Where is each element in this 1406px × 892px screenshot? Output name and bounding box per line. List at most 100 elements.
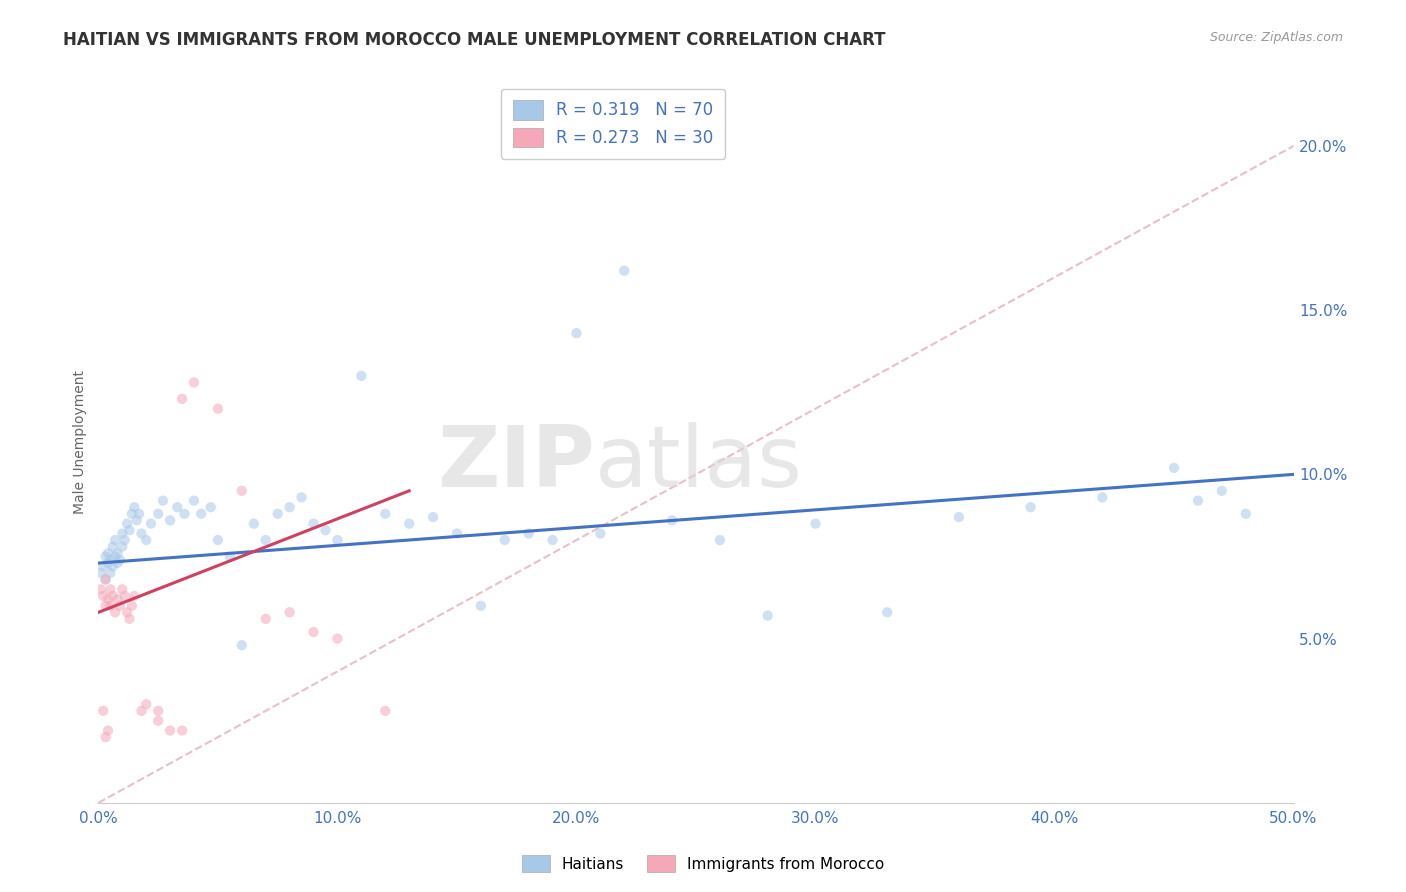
Point	[190, 507, 212, 521]
Point	[374, 704, 396, 718]
Point	[97, 546, 120, 560]
Point	[166, 500, 188, 515]
Point	[135, 698, 157, 712]
Point	[398, 516, 420, 531]
Point	[135, 533, 157, 547]
Point	[589, 526, 612, 541]
Point	[1211, 483, 1233, 498]
Point	[98, 582, 122, 597]
Point	[108, 599, 131, 613]
Point	[94, 730, 117, 744]
Point	[231, 483, 253, 498]
Point	[125, 513, 148, 527]
Point	[374, 507, 396, 521]
Point	[243, 516, 266, 531]
Point	[98, 599, 122, 613]
Point	[173, 507, 195, 521]
Point	[326, 533, 349, 547]
Point	[302, 516, 325, 531]
Legend: Haitians, Immigrants from Morocco: Haitians, Immigrants from Morocco	[515, 847, 891, 880]
Text: atlas: atlas	[595, 422, 803, 505]
Point	[91, 589, 114, 603]
Point	[124, 589, 146, 603]
Point	[148, 714, 170, 728]
Point	[124, 500, 146, 515]
Point	[94, 599, 117, 613]
Point	[101, 589, 124, 603]
Point	[128, 507, 150, 521]
Point	[948, 510, 970, 524]
Point	[876, 605, 898, 619]
Point	[200, 500, 222, 515]
Point	[756, 608, 779, 623]
Point	[108, 553, 131, 567]
Point	[661, 513, 683, 527]
Point	[118, 523, 141, 537]
Point	[183, 493, 205, 508]
Point	[131, 704, 153, 718]
Point	[159, 513, 181, 527]
Point	[804, 516, 827, 531]
Point	[231, 638, 253, 652]
Point	[1234, 507, 1257, 521]
Point	[91, 559, 114, 574]
Point	[101, 559, 124, 574]
Point	[254, 612, 277, 626]
Point	[470, 599, 492, 613]
Point	[219, 549, 242, 564]
Point	[291, 491, 314, 505]
Point	[97, 556, 120, 570]
Y-axis label: Male Unemployment: Male Unemployment	[73, 369, 87, 514]
Point	[104, 605, 127, 619]
Point	[101, 540, 124, 554]
Point	[118, 612, 141, 626]
Point	[1163, 460, 1185, 475]
Point	[148, 507, 170, 521]
Point	[94, 573, 117, 587]
Point	[131, 526, 153, 541]
Point	[207, 533, 229, 547]
Point	[139, 516, 162, 531]
Point	[446, 526, 468, 541]
Point	[104, 549, 127, 564]
Point	[97, 592, 120, 607]
Point	[172, 723, 194, 738]
Point	[91, 704, 114, 718]
Point	[315, 523, 337, 537]
Point	[1019, 500, 1042, 515]
Point	[207, 401, 229, 416]
Point	[114, 589, 136, 603]
Point	[111, 582, 134, 597]
Text: HAITIAN VS IMMIGRANTS FROM MOROCCO MALE UNEMPLOYMENT CORRELATION CHART: HAITIAN VS IMMIGRANTS FROM MOROCCO MALE …	[63, 31, 886, 49]
Point	[97, 723, 120, 738]
Point	[1187, 493, 1209, 508]
Text: Source: ZipAtlas.com: Source: ZipAtlas.com	[1209, 31, 1343, 45]
Point	[111, 540, 134, 554]
Point	[94, 573, 117, 587]
Point	[267, 507, 290, 521]
Point	[254, 533, 277, 547]
Point	[148, 704, 170, 718]
Legend: R = 0.319   N = 70, R = 0.273   N = 30: R = 0.319 N = 70, R = 0.273 N = 30	[501, 88, 725, 159]
Point	[114, 533, 136, 547]
Point	[709, 533, 731, 547]
Point	[107, 592, 129, 607]
Point	[121, 599, 143, 613]
Point	[98, 566, 122, 580]
Point	[172, 392, 194, 406]
Point	[152, 493, 174, 508]
Point	[159, 723, 181, 738]
Point	[94, 549, 117, 564]
Point	[541, 533, 564, 547]
Point	[115, 516, 138, 531]
Point	[494, 533, 516, 547]
Point	[115, 605, 138, 619]
Point	[104, 533, 127, 547]
Point	[183, 376, 205, 390]
Point	[107, 556, 129, 570]
Point	[1091, 491, 1114, 505]
Point	[302, 625, 325, 640]
Point	[278, 500, 301, 515]
Point	[326, 632, 349, 646]
Point	[278, 605, 301, 619]
